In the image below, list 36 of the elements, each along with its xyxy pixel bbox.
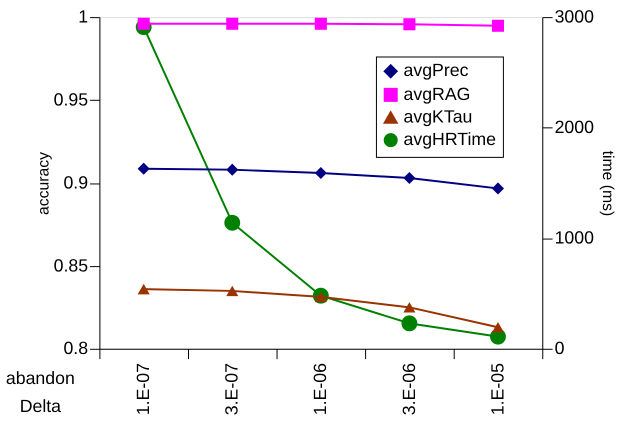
y2-tick-label: 2000 [554,117,594,138]
point [492,182,504,194]
x-tick-label: 3.E-07 [222,363,242,416]
point [401,315,418,332]
point [138,162,150,175]
x-axis-title: abandon Delta [6,368,75,416]
x-tick-label: 1.E-05 [487,362,508,416]
legend-label: avgRAG [404,84,470,104]
x-tick-label: 3.E-06 [398,362,419,416]
point [314,18,327,30]
point [403,18,416,30]
legend-label: avgHRTime [404,129,496,150]
x-tick-label: 1.E-07 [133,363,154,416]
y2-tick-label: 0 [554,338,565,358]
point [403,302,416,313]
point [403,172,416,184]
point [224,214,240,231]
point [226,18,238,30]
x-tick-label: 1.E-06 [310,362,330,416]
point [492,322,504,332]
y-tick-label: 0.9 [63,172,88,192]
y2-tick-label: 3000 [554,6,594,27]
y2-tick-label: 1000 [554,228,594,248]
y-tick-label: 0.8 [63,338,88,358]
y-tick-label: 0.85 [54,255,88,276]
point [138,284,150,294]
y2-axis-title: time (ms) [598,150,616,216]
point [226,164,238,176]
y-axis-title: accuracy [36,152,53,215]
point [226,286,238,296]
point [492,20,504,32]
legend-label: avgKTau [404,106,472,126]
legend-label: avgPrec [404,60,469,80]
y-tick-label: 1 [78,6,88,27]
y-tick-label: 0.95 [54,89,88,110]
point [314,166,327,180]
